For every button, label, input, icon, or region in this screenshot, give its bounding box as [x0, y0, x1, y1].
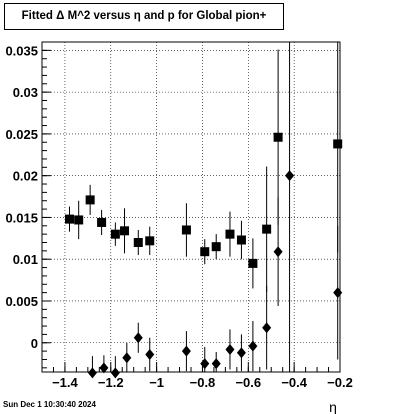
data-point-diamond [181, 345, 191, 357]
data-point-diamond [122, 352, 132, 364]
plot-frame [41, 41, 341, 373]
x-tick-label: −1.2 [98, 375, 124, 390]
x-tick-label: −0.4 [281, 375, 307, 390]
data-point-diamond [110, 367, 120, 379]
data-point-diamond [285, 170, 295, 182]
data-point-square [211, 242, 221, 252]
data-point-square [200, 247, 210, 257]
x-tick-label: −0.8 [190, 375, 216, 390]
y-tick-label: 0.02 [13, 169, 38, 184]
data-point-square [110, 229, 120, 239]
data-point-square [262, 224, 272, 234]
data-point-square [236, 235, 246, 245]
data-point-diamond [145, 348, 155, 360]
data-point-square [85, 195, 95, 205]
y-tick-label: 0.035 [5, 43, 38, 58]
data-point-diamond [87, 367, 97, 379]
data-point-square [333, 139, 343, 149]
data-point-square [181, 225, 191, 235]
data-point-diamond [133, 332, 143, 344]
series-layer [65, 42, 343, 379]
data-point-square [248, 258, 258, 268]
data-point-diamond [225, 343, 235, 355]
chart-title: Fitted Δ M^2 versus η and p for Global p… [21, 10, 267, 22]
data-point-square [145, 236, 155, 246]
grid [42, 42, 341, 372]
y-tick-label: 0.005 [5, 294, 38, 309]
y-tick-label: 0.03 [13, 85, 38, 100]
data-point-square [65, 214, 75, 224]
data-point-diamond [262, 322, 272, 334]
x-tick-label: −0.6 [235, 375, 261, 390]
y-tick-label: 0.025 [5, 127, 38, 142]
y-tick-label: 0.01 [13, 252, 38, 267]
x-tick-label: −1.4 [52, 375, 78, 390]
data-point-square [74, 215, 84, 225]
data-point-diamond [236, 347, 246, 359]
title-box: Fitted Δ M^2 versus η and p for Global p… [4, 3, 284, 30]
data-point-diamond [273, 246, 283, 258]
data-point-diamond [211, 358, 221, 370]
data-point-diamond [333, 287, 343, 299]
data-point-square [120, 226, 130, 236]
x-tick-label: −0.2 [327, 375, 353, 390]
axis-ticks: −1.4 −1.2 −1 −0.8 −0.6 −0.4 −0.2 0 0.005 0.01 0.01… [5, 43, 352, 414]
x-tick-label: −1 [149, 375, 164, 390]
data-point-diamond [248, 340, 258, 352]
timestamp: Sun Dec 1 10:30:40 2024 [3, 400, 96, 409]
data-point-diamond [99, 362, 109, 374]
data-point-diamond [200, 358, 210, 370]
data-point-square [225, 229, 235, 239]
x-axis-label: η [329, 399, 337, 414]
data-point-square [133, 238, 143, 248]
data-point-square [273, 132, 283, 142]
y-tick-label: 0.015 [5, 210, 38, 225]
data-point-square [97, 217, 107, 227]
y-tick-label: 0 [31, 336, 38, 351]
